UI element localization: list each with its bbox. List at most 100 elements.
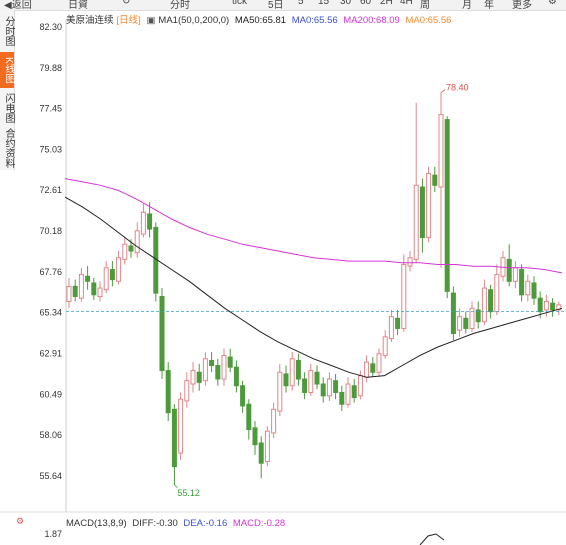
- candle-body: [537, 297, 543, 313]
- y-tick-label: 67.76: [39, 267, 62, 277]
- candle-body: [543, 301, 549, 311]
- candle-body: [531, 282, 537, 299]
- candle-body: [481, 287, 487, 323]
- toolbar-item[interactable]: 2H: [380, 0, 393, 7]
- y-tick-label: 58.06: [39, 430, 62, 440]
- candle-body: [85, 275, 91, 282]
- candle-body: [178, 398, 184, 454]
- candle-body: [202, 358, 208, 382]
- legend-ma0b: MA0:65.56: [405, 15, 452, 26]
- macd-diff: DIFF:-0.30: [132, 518, 178, 529]
- candle-body: [469, 307, 475, 329]
- candle-body: [128, 245, 134, 252]
- candle-body: [413, 184, 419, 260]
- sidebar-tab[interactable]: K线图: [0, 52, 14, 88]
- candle-body: [444, 119, 450, 292]
- toolbar-item[interactable]: 月: [462, 0, 472, 11]
- candle-body: [122, 243, 128, 260]
- candle-body: [78, 274, 84, 299]
- toolbar-item[interactable]: ⚙: [548, 0, 557, 7]
- candle-body: [147, 213, 153, 230]
- candle-body: [345, 383, 351, 405]
- candle-body: [326, 378, 332, 397]
- legend-ma0a: MA0:65.56: [291, 15, 338, 26]
- candle-body: [116, 257, 122, 282]
- toolbar-item[interactable]: tick: [232, 0, 247, 7]
- candle-body: [357, 375, 363, 397]
- macd-value: MACD:-0.28: [232, 518, 286, 529]
- toolbar-item[interactable]: 更多: [512, 0, 532, 11]
- sidebar-tab[interactable]: 合约资料: [3, 128, 14, 168]
- y-tick-label: 82.30: [39, 22, 62, 32]
- macd-settings-icon[interactable]: ⚙: [16, 516, 24, 526]
- y-tick-label: 75.03: [39, 144, 62, 154]
- candle-body: [240, 385, 246, 407]
- high-label: 78.40: [446, 83, 469, 93]
- legend-period[interactable]: [日线]: [116, 15, 141, 26]
- toolbar-item[interactable]: 日資: [68, 0, 88, 11]
- toolbar-item[interactable]: 60: [360, 0, 372, 7]
- candle-body: [227, 356, 233, 368]
- candle-body: [351, 385, 357, 399]
- toolbar-item[interactable]: 分时: [170, 0, 190, 11]
- candle-body: [432, 174, 438, 186]
- candle-body: [140, 211, 146, 235]
- legend-settings-icon[interactable]: ▣: [146, 15, 156, 26]
- legend-ma200: MA200:68.09: [343, 15, 400, 26]
- toolbar-item[interactable]: 年: [484, 0, 494, 11]
- candle-body: [401, 263, 407, 329]
- legend-ma-params: MA1(50,0,200,0): [158, 15, 230, 26]
- y-tick-label: 77.45: [39, 104, 62, 114]
- candle-body: [475, 309, 481, 323]
- toolbar-item[interactable]: ◀返回: [4, 0, 32, 11]
- candle-body: [271, 408, 277, 434]
- candle-body: [556, 304, 562, 311]
- candle-body: [165, 370, 171, 414]
- candle-body: [66, 285, 72, 303]
- candle-body: [457, 316, 463, 331]
- candle-body: [190, 370, 196, 385]
- candle-body: [72, 285, 78, 297]
- toolbar-item[interactable]: 15: [318, 0, 330, 7]
- candle-body: [314, 371, 320, 385]
- candle-body: [376, 353, 382, 373]
- y-tick-label: 65.34: [39, 308, 62, 318]
- toolbar-item[interactable]: 30: [340, 0, 352, 7]
- candle-body: [109, 269, 115, 281]
- ma50-line: [64, 196, 563, 378]
- candle-body: [246, 403, 252, 431]
- candle-body: [91, 282, 97, 296]
- candle-body: [252, 427, 258, 446]
- candle-body: [519, 269, 525, 296]
- candle-body: [525, 280, 531, 296]
- low-label: 55.12: [177, 488, 200, 498]
- candle-body: [171, 408, 177, 468]
- candle-body: [196, 371, 202, 383]
- macd-legend: MACD(13,8,9) DIFF:-0.30 DEA:-0.16 MACD:-…: [66, 518, 288, 529]
- y-tick-label: 60.49: [39, 389, 62, 399]
- candle-body: [215, 365, 221, 380]
- candle-body: [233, 366, 239, 387]
- sidebar-tab[interactable]: 分时图: [3, 16, 14, 46]
- candle-body: [103, 267, 109, 291]
- legend-symbol: 美原油连续: [66, 15, 114, 26]
- high-marker: [440, 89, 446, 94]
- y-tick-label: 79.88: [39, 63, 62, 73]
- candle-body: [370, 363, 376, 373]
- toolbar-item[interactable]: 4H: [400, 0, 413, 7]
- macd-dea: DEA:-0.16: [183, 518, 228, 529]
- toolbar-item[interactable]: 周: [420, 0, 430, 11]
- candle-body: [221, 354, 227, 380]
- toolbar-item[interactable]: 5日: [268, 0, 284, 11]
- toolbar-item[interactable]: ↻: [122, 0, 131, 7]
- sidebar-tab[interactable]: 闪电图: [3, 93, 14, 123]
- candle-body: [264, 430, 270, 463]
- toolbar-item[interactable]: 5: [298, 0, 304, 7]
- candle-body: [488, 289, 494, 313]
- candle-body: [450, 292, 456, 335]
- chart-legend: 美原油连续 [日线] ▣ MA1(50,0,200,0) MA50:65.81 MA…: [66, 12, 454, 26]
- candle-body: [506, 258, 512, 282]
- candle-body: [289, 358, 295, 387]
- y-tick-label: 62.91: [39, 349, 62, 359]
